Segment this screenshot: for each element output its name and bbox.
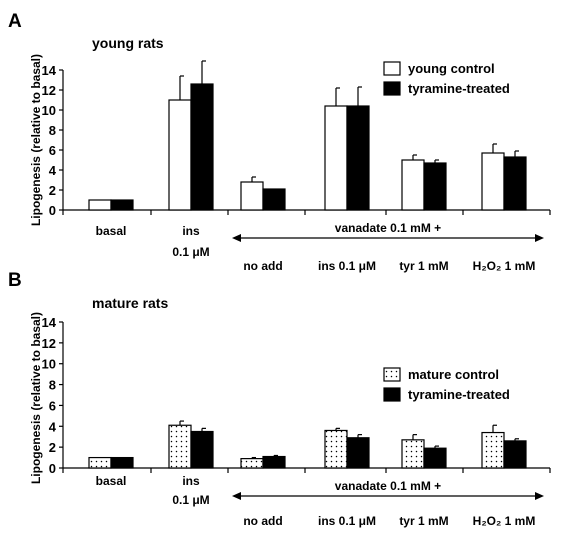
bar-b-s2-c1 — [110, 456, 134, 469]
y-tick-label-a: 0 — [49, 203, 56, 218]
y-axis-label-b: Lipogenesis (relative to basal) — [29, 312, 43, 484]
legend-label-a-1: young control — [408, 61, 495, 76]
category-label-b: ins 0.1 μM — [318, 514, 376, 528]
group-arrow-right-head-b — [535, 492, 544, 500]
bar-a-s1-c4 — [324, 105, 348, 211]
bar-b-s1-c2 — [168, 424, 192, 469]
legend-swatch-a-1 — [383, 61, 401, 76]
y-tick-label-a: 8 — [49, 123, 56, 138]
y-tick-label-b: 10 — [42, 357, 56, 372]
bar-a-s1-c3 — [240, 181, 264, 211]
category-label-a: ins 0.1 μM — [318, 259, 376, 273]
category-label-b: no add — [243, 514, 282, 528]
y-tick-label-a: 12 — [42, 83, 56, 98]
y-tick-label-a: 6 — [49, 143, 56, 158]
plot-area-a: 0 2 4 6 8 10 12 14 basal ins 0.1 μM no add ins 0.1 μ… — [42, 60, 551, 273]
category-label-a: basal — [96, 224, 127, 238]
panel-title-b: mature rats — [92, 295, 168, 311]
panel-title-a: young rats — [92, 35, 164, 51]
bar-a-s1-c5 — [401, 159, 425, 211]
category-label-a: no add — [243, 259, 282, 273]
bar-a-s2-c4 — [346, 105, 370, 211]
category-label-b: ins — [182, 474, 200, 488]
bar-b-s2-c4 — [346, 437, 370, 469]
bar-b-s1-c3 — [240, 458, 264, 469]
bar-b-s1-c6 — [481, 431, 505, 469]
y-axis-label-a: Lipogenesis (relative to basal) — [29, 54, 43, 226]
bar-b-s2-c5 — [423, 447, 447, 469]
y-tick-label-b: 14 — [42, 315, 57, 330]
bar-a-s1-c1 — [88, 199, 112, 211]
category-label-a: ins — [182, 224, 200, 238]
legend-swatch-b-1 — [383, 367, 401, 382]
bar-b-s2-c2 — [190, 430, 214, 469]
y-tick-label-b: 12 — [42, 336, 56, 351]
bar-a-s2-c6 — [503, 156, 527, 211]
category-label-b: tyr 1 mM — [399, 514, 448, 528]
category-label-line2-b: 0.1 μM — [172, 493, 209, 507]
group-arrow-right-head-a — [535, 234, 544, 242]
y-tick-label-b: 4 — [49, 419, 57, 434]
y-tick-label-b: 8 — [49, 378, 56, 393]
bar-b-s1-c4 — [324, 429, 348, 469]
category-label-line2-a: 0.1 μM — [172, 245, 209, 259]
y-tick-label-b: 2 — [49, 440, 56, 455]
group-arrow-left-head-a — [232, 234, 241, 242]
y-tick-label-b: 6 — [49, 398, 56, 413]
bar-a-s2-c5 — [423, 162, 447, 211]
bar-a-s1-c6 — [481, 152, 505, 211]
category-label-b: basal — [96, 474, 127, 488]
category-label-a: H₂O₂ 1 mM — [473, 259, 536, 273]
bar-b-s1-c5 — [401, 439, 425, 469]
legend-label-a-2: tyramine-treated — [408, 81, 510, 96]
panel-letter-a: A — [8, 11, 22, 32]
legend-label-b-1: mature control — [408, 367, 499, 382]
group-label-a: vanadate 0.1 mM + — [335, 221, 441, 235]
legend-swatch-b-2 — [383, 387, 401, 402]
bar-b-s2-c3 — [262, 455, 286, 469]
group-arrow-left-head-b — [232, 492, 241, 500]
y-tick-label-a: 10 — [42, 103, 56, 118]
legend-label-b-2: tyramine-treated — [408, 387, 510, 402]
bar-a-s1-c2 — [168, 99, 192, 211]
y-tick-label-a: 2 — [49, 183, 56, 198]
y-tick-label-a: 4 — [49, 163, 57, 178]
y-tick-label-a: 14 — [42, 63, 57, 78]
legend-swatch-a-2 — [383, 81, 401, 96]
bar-b-s1-c1 — [88, 456, 112, 469]
panel-letter-b: B — [8, 270, 22, 291]
category-label-a: tyr 1 mM — [399, 259, 448, 273]
group-label-b: vanadate 0.1 mM + — [335, 479, 441, 493]
bar-a-s2-c1 — [110, 199, 134, 211]
bar-b-s2-c6 — [503, 440, 527, 469]
plot-area-b: 0 2 4 6 8 10 12 14 basal ins 0.1 μM no add ins 0.1 μ… — [42, 315, 551, 528]
category-label-b: H₂O₂ 1 mM — [473, 514, 536, 528]
bar-a-s2-c3 — [262, 188, 286, 211]
y-tick-label-b: 0 — [49, 461, 56, 476]
bar-a-s2-c2 — [190, 83, 214, 211]
